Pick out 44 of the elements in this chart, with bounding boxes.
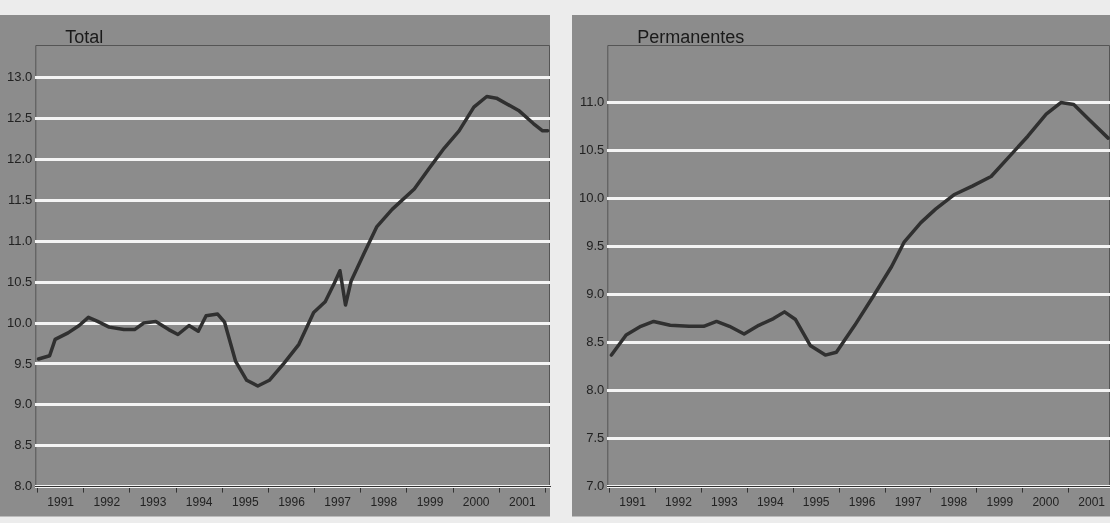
x-tick-label: 1995 <box>802 495 830 510</box>
x-tick-label: 2000 <box>462 495 490 510</box>
x-tick-label: 1995 <box>231 495 260 510</box>
y-tick-label: 12.0 <box>6 151 33 167</box>
chart-title: Total <box>65 26 104 47</box>
x-tick-label: 1994 <box>756 495 784 510</box>
y-tick-label: 8.5 <box>14 437 33 453</box>
x-tick-label: 2001 <box>1078 495 1106 510</box>
x-tick-label: 1999 <box>986 495 1014 510</box>
y-tick-label: 13.0 <box>6 69 33 85</box>
x-tick-label: 1994 <box>185 495 213 510</box>
x-tick-label: 1997 <box>324 495 352 510</box>
y-tick-label: 10.0 <box>578 190 605 206</box>
x-tick-label: 2001 <box>508 495 536 510</box>
y-tick-label: 11.5 <box>7 191 33 207</box>
y-tick-label: 9.0 <box>14 396 33 412</box>
y-tick-label: 9.0 <box>586 286 605 302</box>
x-tick-label: 1992 <box>93 495 121 510</box>
x-tick-label: 1992 <box>665 495 693 510</box>
x-tick-label: 1998 <box>370 495 398 510</box>
x-tick-label: 1993 <box>711 495 739 510</box>
y-tick-label: 10.0 <box>6 314 33 330</box>
x-tick-label: 1991 <box>619 495 647 510</box>
x-tick-label: 1999 <box>416 495 444 510</box>
y-tick-label: 8.0 <box>14 478 33 494</box>
y-tick-label: 10.5 <box>6 273 33 289</box>
x-tick-label: 2000 <box>1032 495 1060 510</box>
y-tick-label: 7.5 <box>586 430 605 446</box>
x-tick-label: 1991 <box>47 495 75 510</box>
y-tick-label: 9.5 <box>14 355 33 371</box>
y-tick-label: 12.5 <box>6 110 33 126</box>
x-tick-label: 1996 <box>848 495 876 510</box>
y-tick-label: 8.5 <box>586 334 605 350</box>
x-tick-label: 1996 <box>278 495 306 510</box>
x-tick-label: 1997 <box>894 495 922 510</box>
y-tick-label: 10.5 <box>578 142 605 158</box>
chart-title: Permanentes <box>637 26 745 47</box>
y-tick-label: 9.5 <box>586 238 605 254</box>
y-tick-label: 11.0 <box>7 232 33 248</box>
y-tick-label: 8.0 <box>586 382 605 398</box>
x-tick-label: 1993 <box>139 495 167 510</box>
x-tick-label: 1998 <box>940 495 968 510</box>
y-tick-label: 7.0 <box>586 478 605 494</box>
y-tick-label: 11.0 <box>579 94 605 110</box>
